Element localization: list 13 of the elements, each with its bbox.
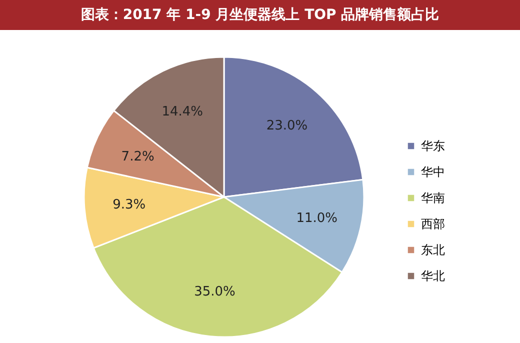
data-label: 11.0% <box>296 210 338 226</box>
legend-label: 华中 <box>421 165 445 179</box>
legend-label: 华南 <box>421 191 445 205</box>
legend-label: 华东 <box>421 139 445 153</box>
legend-label: 华北 <box>421 269 445 283</box>
data-label: 14.4% <box>162 104 204 120</box>
legend-label: 东北 <box>421 243 445 257</box>
data-label: 23.0% <box>266 118 308 134</box>
data-label: 7.2% <box>121 150 154 165</box>
chart-title: 图表：2017 年 1-9 月坐便器线上 TOP 品牌销售额占比 <box>80 6 440 23</box>
data-label: 35.0% <box>194 284 236 300</box>
data-label: 9.3% <box>112 198 146 213</box>
legend-label: 西部 <box>421 217 445 231</box>
